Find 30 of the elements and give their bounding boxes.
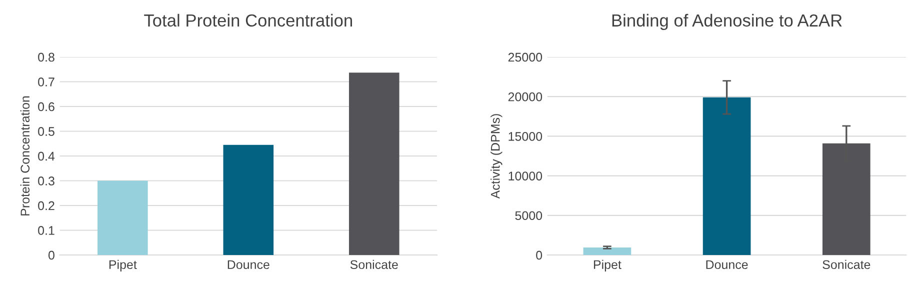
chart-title: Total Protein Concentration — [144, 14, 352, 27]
x-tick-label: Dounce — [706, 260, 748, 270]
y-tick-label: 0 — [48, 250, 54, 260]
y-tick-label: 0.2 — [38, 201, 54, 210]
x-tick-label: Sonicate — [350, 260, 398, 270]
x-tick-label: Dounce — [228, 260, 270, 270]
bar — [702, 97, 751, 255]
x-tick-label: Pipet — [594, 260, 622, 272]
y-tick-label: 0.1 — [38, 226, 54, 235]
y-axis-title: Protein Concentration — [20, 96, 30, 216]
bar — [348, 72, 400, 255]
bar — [98, 180, 148, 255]
y-tick-label: 10000 — [508, 172, 542, 180]
y-tick-label: 0.7 — [38, 78, 54, 86]
y-tick-label: 0 — [536, 250, 542, 260]
x-tick-label: Pipet — [109, 260, 137, 272]
y-tick-label: 0.8 — [38, 52, 54, 62]
chart-title: Binding of Adenosine to A2AR — [612, 14, 842, 30]
y-tick-label: 15000 — [508, 132, 542, 141]
bar — [583, 247, 632, 255]
y-tick-label: 25000 — [508, 52, 542, 62]
y-tick-label: 0.5 — [38, 127, 54, 136]
y-tick-label: 20000 — [508, 92, 542, 102]
y-tick-label: 5000 — [515, 211, 542, 220]
y-axis-title: Activity (DPMs) — [490, 114, 502, 199]
x-tick-label: Sonicate — [822, 260, 870, 270]
y-tick-label: 0.4 — [38, 152, 55, 161]
y-tick-label: 0.6 — [38, 102, 54, 112]
bar — [223, 144, 274, 255]
y-tick-label: 0.3 — [38, 176, 54, 186]
